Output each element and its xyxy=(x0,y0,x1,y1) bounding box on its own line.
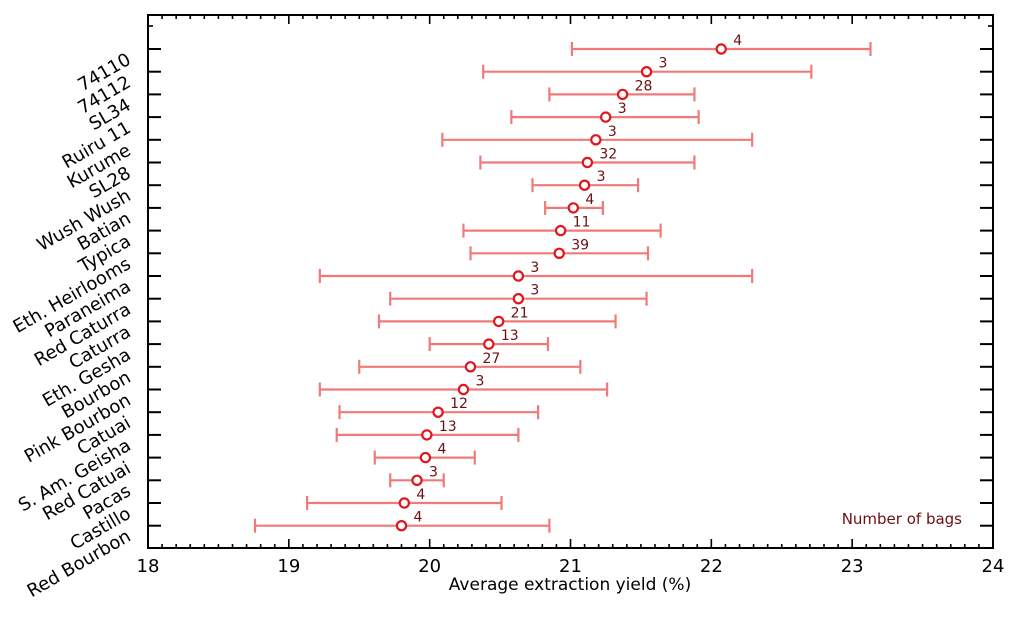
count-label: 39 xyxy=(571,237,589,253)
errorbar-group: 3 xyxy=(389,464,445,488)
errorbar-group: 28 xyxy=(548,78,696,102)
errorbar-group: 4 xyxy=(306,487,503,510)
mean-marker xyxy=(578,179,591,191)
count-label: 3 xyxy=(530,260,539,276)
count-label: 4 xyxy=(416,487,425,503)
mean-marker xyxy=(640,65,653,78)
count-label: 3 xyxy=(608,124,617,140)
mean-marker xyxy=(567,202,580,214)
mean-marker xyxy=(398,497,411,509)
count-label: 13 xyxy=(501,328,519,344)
errorbar-group: 3 xyxy=(441,124,754,147)
count-label: 13 xyxy=(439,419,457,435)
x-tick-label: 19 xyxy=(277,556,300,577)
x-tick-label: 18 xyxy=(137,556,160,577)
mean-marker xyxy=(715,43,727,55)
mean-marker xyxy=(581,156,594,169)
x-tick-label: 22 xyxy=(700,556,723,577)
mean-marker xyxy=(421,429,433,441)
count-label: 3 xyxy=(659,56,668,72)
errorbar-group: 4 xyxy=(544,192,604,215)
count-label: 11 xyxy=(573,215,591,231)
number-of-bags-note: Number of bags xyxy=(842,510,962,528)
count-label: 4 xyxy=(414,510,423,526)
errorbar-group: 3 xyxy=(531,169,640,193)
mean-marker xyxy=(553,247,565,259)
errorbar-group: 27 xyxy=(358,351,582,374)
mean-marker xyxy=(457,383,470,396)
errorbar-group: 21 xyxy=(377,305,617,329)
mean-marker xyxy=(512,270,525,282)
count-label: 21 xyxy=(511,305,529,321)
mean-marker xyxy=(616,88,629,101)
count-label: 28 xyxy=(635,78,653,94)
errorbar-group: 4 xyxy=(253,510,551,533)
x-tick-label: 23 xyxy=(841,556,864,577)
count-label: 3 xyxy=(530,283,539,299)
count-label: 3 xyxy=(597,169,606,185)
mean-marker xyxy=(512,293,525,305)
errorbar-group: 3 xyxy=(482,56,813,79)
errorbar-group: 3 xyxy=(389,283,648,306)
mean-marker xyxy=(554,224,567,237)
mean-marker xyxy=(590,134,602,146)
mean-marker xyxy=(395,520,408,532)
x-tick-label: 24 xyxy=(982,556,1005,577)
count-label: 12 xyxy=(450,396,468,412)
x-tick-label: 21 xyxy=(559,556,582,577)
errorbar-group: 3 xyxy=(318,374,609,397)
mean-marker xyxy=(432,406,444,418)
mean-marker xyxy=(492,315,505,328)
count-label: 4 xyxy=(437,442,446,458)
count-label: 3 xyxy=(475,374,484,390)
errorbar-group: 32 xyxy=(479,147,696,170)
count-label: 27 xyxy=(483,351,501,367)
errorbar-group: 3 xyxy=(510,101,700,125)
mean-marker xyxy=(464,361,477,373)
count-label: 4 xyxy=(585,192,594,208)
mean-marker xyxy=(483,338,495,350)
mean-marker xyxy=(419,451,432,464)
x-axis-title: Average extraction yield (%) xyxy=(449,575,691,595)
count-label: 32 xyxy=(599,147,617,163)
errorbar-group: 3 xyxy=(318,260,754,283)
errorbar-group: 12 xyxy=(338,396,540,420)
errorbar-group: 39 xyxy=(469,237,650,261)
errorbar-group: 11 xyxy=(462,215,662,238)
errorbar-group: 13 xyxy=(428,328,550,352)
errorbar-group: 4 xyxy=(373,442,476,465)
errorbar-group: 4 xyxy=(570,33,872,56)
mean-marker xyxy=(411,474,423,486)
count-label: 3 xyxy=(429,464,438,480)
x-tick-label: 20 xyxy=(418,556,441,577)
count-label: 4 xyxy=(733,33,742,49)
errorbar-group: 13 xyxy=(335,419,520,442)
count-label: 3 xyxy=(618,101,627,117)
mean-marker xyxy=(600,111,612,123)
